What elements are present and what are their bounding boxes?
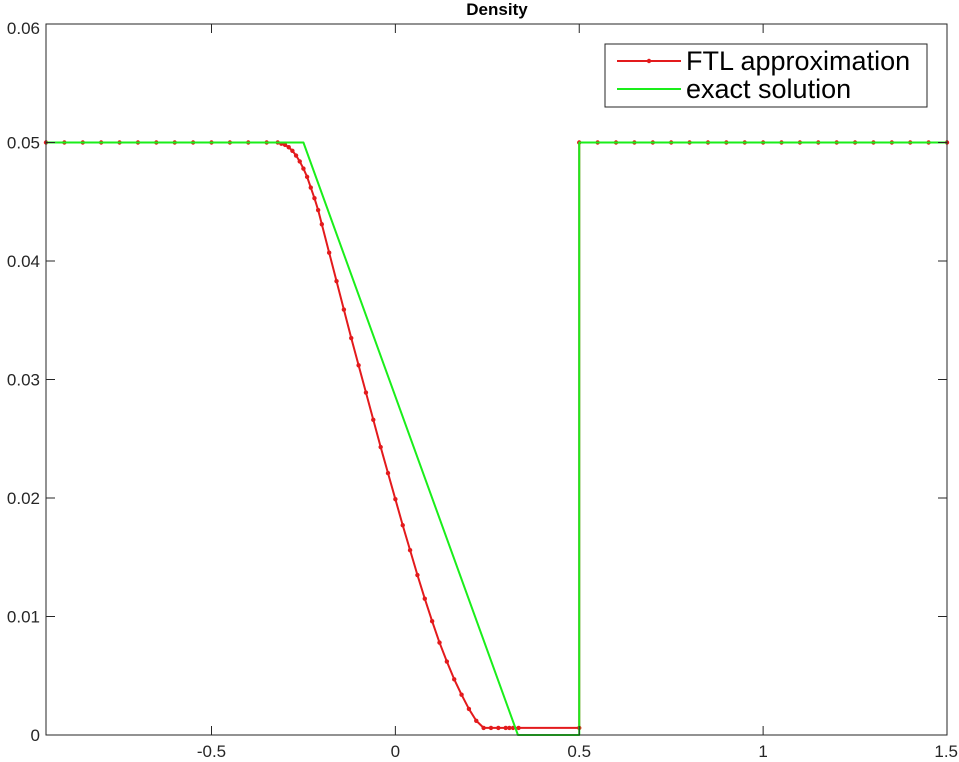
data-point-ftl <box>422 596 427 601</box>
data-point-ftl <box>474 718 479 723</box>
data-point-ftl <box>290 148 295 153</box>
data-point-ftl <box>385 470 391 476</box>
data-point-ftl <box>407 547 413 553</box>
data-point-ftl <box>437 640 442 645</box>
data-point-ftl <box>308 185 313 190</box>
data-point-ftl <box>341 307 347 312</box>
data-point-ftl <box>282 142 288 148</box>
y-tick-label: 0.02 <box>7 489 40 508</box>
series-layer <box>43 140 950 736</box>
data-point-ftl <box>444 659 450 664</box>
data-point-ftl <box>371 417 376 422</box>
data-point-ftl <box>503 725 508 731</box>
chart-title: Density <box>466 0 528 19</box>
data-point-ftl <box>507 725 512 731</box>
data-point-ftl <box>459 692 464 697</box>
data-point-ftl <box>400 523 405 528</box>
data-point-ftl <box>312 196 317 201</box>
data-point-ftl <box>326 250 332 255</box>
data-point-ftl <box>496 725 501 731</box>
data-point-ftl <box>481 725 486 731</box>
plot-area <box>43 23 950 736</box>
data-point-ftl <box>304 174 310 180</box>
data-point-ftl <box>293 153 299 158</box>
data-point-ftl <box>363 390 369 395</box>
x-tick-label: -0.5 <box>197 742 226 761</box>
y-tick-label: 0.05 <box>7 134 40 153</box>
data-point-ftl <box>286 145 291 150</box>
data-point-ftl <box>301 166 306 171</box>
data-point-ftl <box>319 222 325 227</box>
data-point-ftl <box>378 444 383 450</box>
data-point-ftl <box>334 278 339 284</box>
data-point-ftl <box>356 363 361 368</box>
x-tick-label: 1 <box>758 742 767 761</box>
data-point-ftl <box>466 706 472 712</box>
legend-label-ftl: FTL approximation <box>686 46 910 76</box>
data-point-ftl <box>488 725 494 731</box>
x-tick-label: 1.5 <box>934 742 958 761</box>
data-point-ftl <box>516 725 521 731</box>
x-tick-label: 0.5 <box>567 742 591 761</box>
y-tick-label: 0.03 <box>7 371 40 390</box>
y-tick-label: 0.04 <box>7 252 40 271</box>
y-tick-label: 0.06 <box>7 19 40 38</box>
data-point-ftl <box>297 159 302 164</box>
legend: FTL approximation exact solution <box>604 43 928 108</box>
legend-box <box>604 43 928 108</box>
x-tick-label: 0 <box>391 742 400 761</box>
data-point-ftl <box>393 496 398 502</box>
data-point-ftl <box>315 207 321 213</box>
y-tick-label: 0 <box>31 726 40 745</box>
legend-marker-ftl <box>646 58 652 64</box>
x-axis: -0.5 0 0.5 1 1.5 <box>197 24 958 761</box>
data-point-ftl <box>452 677 457 682</box>
axes-background <box>46 24 947 735</box>
data-point-ftl <box>415 572 420 578</box>
legend-label-exact: exact solution <box>686 74 851 104</box>
y-tick-label: 0.01 <box>7 608 40 627</box>
data-point-ftl <box>429 619 435 624</box>
y-axis: 0 0.01 0.02 0.03 0.04 0.05 0.06 <box>7 19 947 745</box>
data-point-ftl <box>349 335 354 341</box>
